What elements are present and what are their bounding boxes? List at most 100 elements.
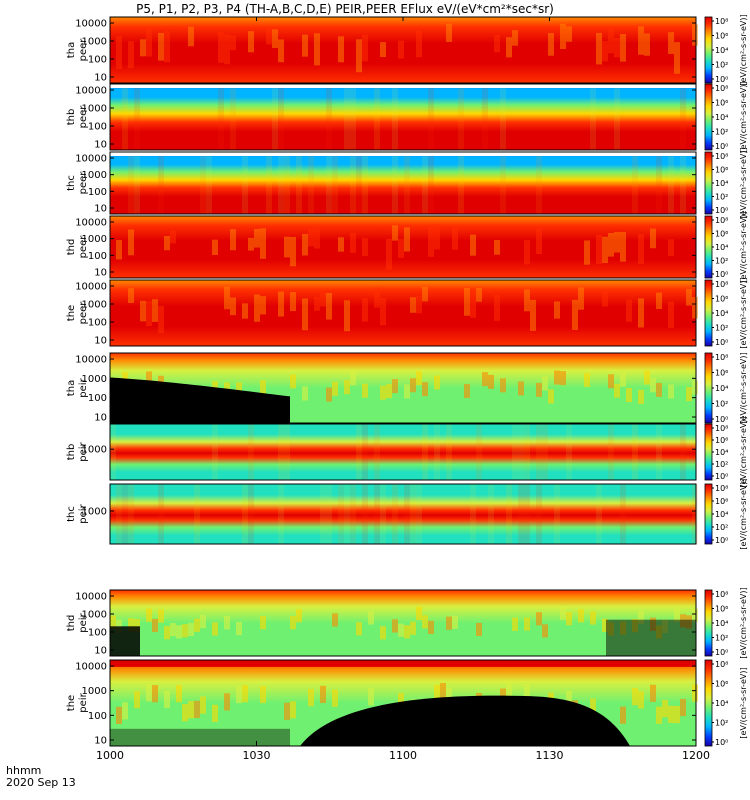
flux-strip [218, 32, 224, 63]
flux-strip [200, 615, 206, 629]
flux-strip [566, 26, 572, 42]
probe-label: thb [66, 109, 77, 126]
colorbar: 10⁰ 10² 10⁴ 10⁶ 10⁸ [eV/(cm²-s-sr-eV)] [704, 478, 748, 550]
flux-strip [662, 700, 668, 718]
spectrogram-panel: the peer 10000 1000 100 10 10⁰ 10² 10⁴ 10⁶ 10⁸ [eV/… [66, 277, 748, 348]
flux-strip [242, 685, 248, 703]
flux-strip [506, 681, 512, 699]
flux-strip [374, 484, 380, 544]
flux-strip [338, 36, 344, 63]
flux-strip [560, 371, 566, 386]
flux-strip [392, 379, 398, 394]
flux-strip [692, 297, 698, 319]
colorbar-tick-label: 10⁰ [715, 738, 728, 747]
flux-strip [320, 685, 326, 704]
flux-strip [614, 38, 620, 58]
colorbar: 10⁰ 10² 10⁴ 10⁶ 10⁸ [eV/(cm²-s-sr-eV)] [704, 147, 748, 219]
y-tick-label: 10 [94, 73, 107, 84]
probe-label: thd [66, 615, 77, 632]
flux-strip [524, 424, 530, 480]
flux-strip [230, 297, 236, 316]
x-tick-label: 1200 [682, 749, 710, 762]
flux-strip [110, 615, 116, 629]
flux-strip [254, 294, 260, 322]
probe-label: the [66, 305, 77, 321]
flux-strip [248, 484, 254, 544]
flux-strip [488, 374, 494, 389]
colorbar-tick-label: 10⁰ [715, 142, 728, 151]
flux-strip [146, 27, 152, 57]
flux-strip [368, 688, 374, 706]
flux-strip [338, 484, 344, 544]
colorbar-scale [704, 589, 713, 657]
flux-strip [404, 625, 410, 639]
flux-strip [392, 225, 398, 241]
flux-strip [614, 231, 620, 253]
flux-strip [350, 484, 356, 544]
flux-strip [620, 706, 626, 724]
spectrogram-background [110, 590, 696, 656]
flux-strip [152, 618, 158, 633]
colorbar: 10⁰ 10² 10⁴ 10⁶ 10⁸ [eV/(cm²-s-sr-eV)] [704, 14, 748, 86]
y-tick-label: 1000 [82, 234, 107, 245]
y-tick-label: 100 [88, 393, 107, 404]
colorbar-tick-label: 10² [715, 61, 728, 70]
top-gap [110, 84, 696, 88]
colorbar-tick-label: 10² [715, 400, 728, 409]
flux-strip [248, 31, 254, 53]
colorbar-unit-label: [eV/(cm²-s-sr-eV)] [739, 147, 748, 218]
flux-strip [512, 424, 518, 480]
flux-strip [656, 382, 662, 397]
flux-strip [146, 371, 152, 386]
flux-strip [524, 617, 530, 631]
flux-strip [428, 620, 434, 634]
flux-strip [272, 84, 278, 150]
colorbar-unit-label: [eV/(cm²-s-sr-eV)] [739, 416, 748, 487]
instrument-label: peir [78, 692, 89, 712]
flux-strip [212, 704, 218, 722]
panel-frame [109, 279, 697, 347]
spectrogram-texture [116, 681, 698, 724]
x-axis: 1000 1030 1100 1130 1200 [96, 17, 710, 762]
flux-strip [398, 40, 404, 59]
colorbar-tick-label: 10⁰ [715, 472, 728, 481]
flux-strip [590, 698, 596, 716]
flux-strip [422, 615, 428, 629]
flux-strip [650, 378, 656, 393]
spectrogram-texture [116, 224, 674, 270]
instrument-label: peir [78, 503, 89, 523]
colorbar-tick-label: 10⁰ [715, 270, 728, 279]
flux-strip [512, 30, 518, 46]
low-flux-area [110, 377, 290, 423]
flux-strip [398, 238, 404, 258]
flux-strip [608, 232, 614, 257]
date-label: 2020 Sep 13 [6, 776, 76, 789]
flux-strip [224, 34, 230, 65]
flux-strip [638, 389, 644, 404]
flux-strip [434, 224, 440, 250]
colorbar-scale [704, 151, 713, 215]
flux-strip [650, 684, 656, 702]
colorbar-tick-label: 10⁴ [715, 243, 728, 252]
flux-strip [308, 152, 314, 214]
colorbar: 10⁰ 10² 10⁴ 10⁶ 10⁸ [eV/(cm²-s-sr-eV)] [704, 81, 748, 153]
flux-strip [314, 33, 320, 66]
flux-strip [362, 152, 368, 214]
flux-strip [404, 227, 410, 252]
spectrogram-panel: thb peer 10000 1000 100 10 10⁰ 10² 10⁴ 10⁶ 10⁸ [eV/… [66, 81, 748, 152]
flux-strip [428, 152, 434, 214]
flux-strip [518, 424, 524, 480]
flux-strip [260, 380, 266, 395]
colorbar-unit-label: [eV/(cm²-s-sr-eV)] [739, 352, 748, 423]
probe-label: the [66, 695, 77, 711]
flux-strip [416, 29, 422, 58]
flux-strip [596, 32, 602, 65]
flux-strip [668, 239, 674, 257]
flux-strip [350, 371, 356, 386]
flux-strip [308, 689, 314, 707]
flux-strip [668, 152, 674, 214]
flux-strip [536, 484, 542, 544]
colorbar-tick-label: 10⁸ [715, 424, 728, 433]
